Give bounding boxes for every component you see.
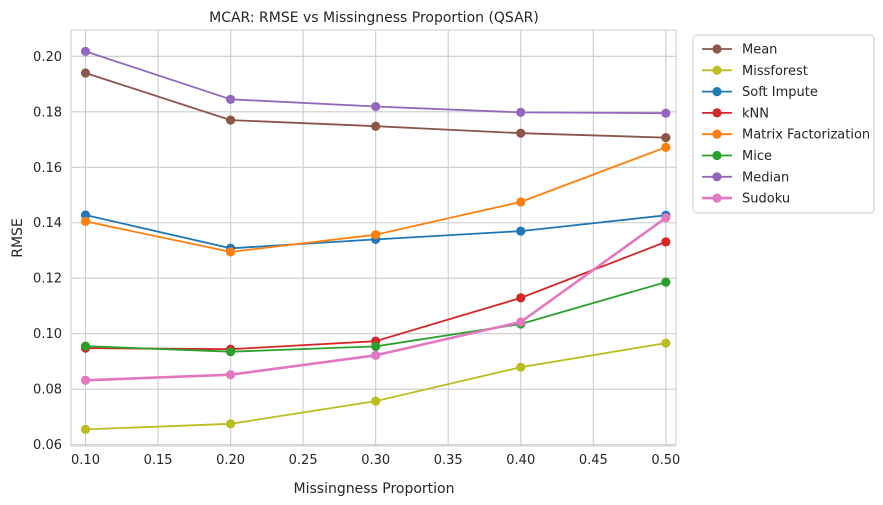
- data-point-median: [80, 46, 91, 56]
- legend-label: Matrix Factorization: [742, 128, 870, 143]
- legend-swatch-marker: [712, 129, 722, 139]
- legend-item-mice: Mice: [702, 149, 772, 164]
- x-tick-label: 0.50: [651, 453, 680, 468]
- data-point-matrix-factorization: [661, 142, 671, 152]
- data-point-soft-impute: [516, 226, 526, 236]
- y-tick-label: 0.12: [33, 272, 62, 287]
- chart-title: MCAR: RMSE vs Missingness Proportion (QS…: [209, 10, 539, 26]
- legend-item-knn: kNN: [702, 106, 769, 121]
- legend-item-missforest: Missforest: [702, 64, 808, 79]
- legend-item-soft-impute: Soft Impute: [702, 85, 818, 100]
- legend-label: Median: [742, 170, 789, 185]
- data-point-sudoku: [516, 317, 526, 327]
- data-point-mice: [225, 347, 236, 357]
- legend: Mean Missforest Soft Impute kNN Matrix Facto…: [692, 34, 875, 214]
- legend-item-sudoku: Sudoku: [702, 192, 790, 207]
- legend-swatch-marker: [712, 172, 722, 182]
- legend-swatch-marker: [712, 87, 722, 97]
- y-axis-label: RMSE: [10, 218, 26, 258]
- series-matrix-factorization: [80, 142, 671, 257]
- x-tick-label: 0.15: [144, 453, 173, 468]
- data-point-median: [661, 108, 671, 118]
- y-tick-label: 0.10: [33, 327, 62, 342]
- legend-item-mean: Mean: [702, 43, 777, 58]
- data-point-mean: [371, 121, 381, 131]
- data-point-mean: [225, 115, 236, 125]
- data-point-missforest: [371, 396, 381, 406]
- legend-label: Missforest: [742, 64, 808, 79]
- y-tick-label: 0.20: [33, 50, 62, 65]
- legend-swatch-marker: [712, 150, 722, 161]
- data-point-knn: [516, 293, 526, 303]
- data-point-matrix-factorization: [516, 197, 526, 207]
- data-point-sudoku: [661, 213, 671, 223]
- legend-swatch-marker: [712, 193, 722, 203]
- data-point-soft-impute: [80, 210, 91, 220]
- data-point-missforest: [225, 419, 236, 429]
- data-point-mice: [661, 277, 671, 287]
- series-layer: [80, 46, 671, 434]
- y-tick-label: 0.06: [33, 438, 62, 453]
- data-point-missforest: [661, 338, 671, 348]
- data-point-matrix-factorization: [371, 230, 381, 240]
- legend-item-median: Median: [702, 170, 789, 185]
- x-tick-label: 0.30: [361, 453, 390, 468]
- data-point-median: [225, 94, 236, 104]
- legend-frame: [692, 34, 875, 214]
- x-axis: 0.10 0.15 0.20 0.25 0.30 0.35 0.40 0.45 0.50: [71, 453, 680, 468]
- legend-swatch-marker: [712, 44, 722, 54]
- data-point-missforest: [80, 424, 91, 434]
- series-mean: [80, 68, 671, 143]
- data-point-median: [516, 107, 526, 117]
- data-point-matrix-factorization: [225, 247, 236, 257]
- x-axis-label: Missingness Proportion: [294, 481, 455, 497]
- x-tick-label: 0.20: [216, 453, 245, 468]
- data-point-mice: [80, 341, 91, 351]
- legend-swatch-marker: [712, 108, 722, 118]
- x-tick-label: 0.35: [434, 453, 463, 468]
- data-point-matrix-factorization: [80, 216, 91, 226]
- x-tick-label: 0.10: [71, 453, 100, 468]
- y-axis: 0.06 0.08 0.10 0.12 0.14 0.16 0.18 0.20: [33, 50, 62, 453]
- legend-item-matrix-factorization: Matrix Factorization: [702, 128, 870, 143]
- data-point-sudoku: [80, 375, 91, 385]
- series-missforest: [80, 338, 671, 434]
- y-tick-label: 0.18: [33, 105, 62, 120]
- x-tick-label: 0.45: [579, 453, 608, 468]
- legend-swatch-marker: [712, 65, 722, 75]
- data-point-sudoku: [225, 370, 236, 380]
- x-tick-label: 0.25: [289, 453, 318, 468]
- data-point-mean: [80, 68, 91, 78]
- legend-label: kNN: [742, 106, 769, 121]
- legend-label: Soft Impute: [742, 85, 818, 100]
- plot-area: 0.10 0.15 0.20 0.25 0.30 0.35 0.40 0.45 0.50 0.0…: [33, 29, 680, 468]
- y-tick-label: 0.14: [33, 216, 62, 231]
- data-point-missforest: [516, 362, 526, 372]
- data-point-mice: [371, 341, 381, 352]
- data-point-mean: [516, 128, 526, 138]
- y-tick-label: 0.16: [33, 161, 62, 176]
- y-tick-label: 0.08: [33, 383, 62, 398]
- x-tick-label: 0.40: [506, 453, 535, 468]
- series-median: [80, 46, 671, 118]
- data-point-knn: [661, 237, 671, 247]
- legend-label: Mean: [742, 43, 777, 58]
- data-point-sudoku: [371, 350, 381, 360]
- data-point-median: [371, 101, 381, 112]
- data-point-mean: [661, 133, 671, 143]
- legend-label: Sudoku: [742, 192, 790, 207]
- legend-label: Mice: [742, 149, 772, 164]
- series-sudoku: [80, 213, 671, 385]
